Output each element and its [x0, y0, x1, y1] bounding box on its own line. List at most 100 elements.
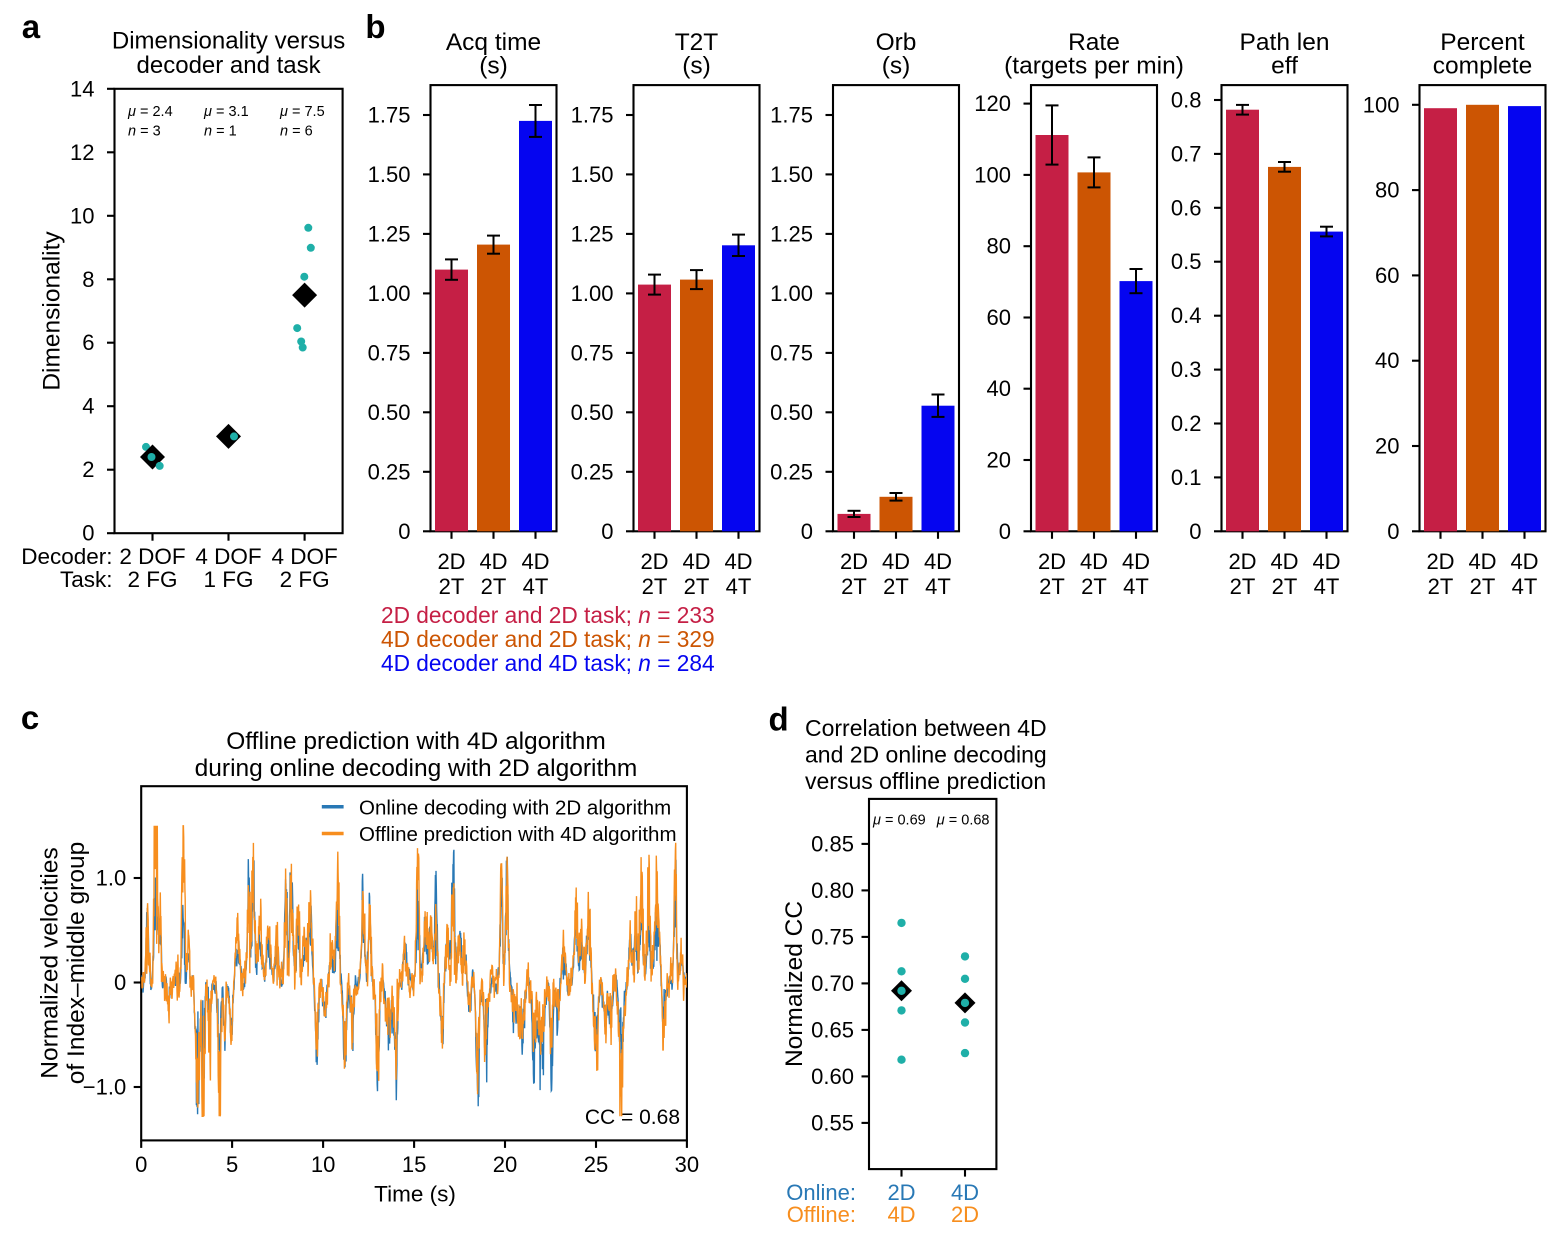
svg-text:n = 1: n = 1	[204, 124, 237, 140]
svg-text:1.0: 1.0	[96, 866, 127, 891]
svg-text:2 DOF: 2 DOF	[119, 544, 185, 569]
svg-text:0.25: 0.25	[770, 459, 813, 484]
svg-text:1.75: 1.75	[571, 103, 614, 128]
svg-text:Normalized velocities: Normalized velocities	[37, 847, 64, 1078]
svg-text:4D: 4D	[1510, 549, 1538, 574]
svg-text:4 DOF: 4 DOF	[271, 544, 337, 569]
svg-text:2T: 2T	[684, 574, 710, 599]
svg-text:0.75: 0.75	[368, 340, 411, 365]
svg-text:of Index–middle group: of Index–middle group	[63, 842, 90, 1084]
svg-text:μ = 3.1: μ = 3.1	[203, 104, 249, 120]
svg-text:10: 10	[70, 203, 94, 228]
svg-text:0.25: 0.25	[571, 459, 614, 484]
svg-text:2 FG: 2 FG	[127, 567, 177, 592]
svg-text:14: 14	[70, 76, 94, 101]
svg-text:2T: 2T	[642, 574, 668, 599]
svg-text:4D: 4D	[882, 549, 910, 574]
svg-text:μ = 0.69: μ = 0.69	[872, 813, 926, 829]
svg-text:2T: 2T	[1039, 574, 1065, 599]
svg-text:5: 5	[226, 1152, 238, 1177]
svg-text:0: 0	[135, 1152, 147, 1177]
svg-text:1.25: 1.25	[770, 221, 813, 246]
svg-text:2D: 2D	[1038, 549, 1066, 574]
svg-text:0.8: 0.8	[1171, 88, 1202, 113]
svg-text:Normalized CC: Normalized CC	[781, 901, 808, 1067]
svg-text:Dimensionality: Dimensionality	[39, 231, 66, 391]
svg-text:Online decoding with 2D algori: Online decoding with 2D algorithm	[359, 797, 671, 820]
svg-text:1.25: 1.25	[571, 221, 614, 246]
svg-text:4T: 4T	[1512, 574, 1538, 599]
svg-text:μ = 0.68: μ = 0.68	[936, 813, 990, 829]
svg-text:eff: eff	[1271, 53, 1298, 80]
svg-text:(targets per min): (targets per min)	[1004, 53, 1184, 80]
svg-text:8: 8	[82, 267, 94, 292]
svg-text:0.2: 0.2	[1171, 411, 1202, 436]
svg-text:120: 120	[974, 91, 1011, 116]
svg-text:4T: 4T	[925, 574, 951, 599]
svg-text:Offline prediction with 4D alg: Offline prediction with 4D algorithm	[226, 728, 605, 755]
svg-text:0.75: 0.75	[770, 340, 813, 365]
svg-text:0.50: 0.50	[770, 400, 813, 425]
svg-text:0.70: 0.70	[811, 971, 854, 996]
svg-text:4D: 4D	[479, 549, 507, 574]
svg-text:4D: 4D	[951, 1180, 979, 1205]
svg-text:80: 80	[987, 234, 1011, 259]
svg-text:and 2D online decoding: and 2D online decoding	[805, 741, 1047, 767]
svg-text:0.65: 0.65	[811, 1017, 854, 1042]
svg-text:1.00: 1.00	[770, 281, 813, 306]
svg-text:40: 40	[1375, 348, 1399, 373]
svg-text:100: 100	[974, 162, 1011, 187]
svg-text:during online decoding with 2D: during online decoding with 2D algorithm	[195, 755, 638, 782]
svg-text:4D decoder and 4D task; n = 28: 4D decoder and 4D task; n = 284	[381, 650, 715, 676]
svg-text:0.75: 0.75	[571, 340, 614, 365]
svg-text:4D: 4D	[724, 549, 752, 574]
svg-text:1.50: 1.50	[770, 162, 813, 187]
svg-text:0.55: 0.55	[811, 1110, 854, 1135]
svg-text:2D: 2D	[887, 1180, 915, 1205]
svg-text:2: 2	[82, 457, 94, 482]
svg-text:Online:: Online:	[786, 1180, 856, 1205]
svg-text:0.75: 0.75	[811, 924, 854, 949]
svg-text:Path len: Path len	[1240, 29, 1330, 56]
svg-text:0.4: 0.4	[1171, 303, 1202, 328]
svg-text:2T: 2T	[883, 574, 909, 599]
svg-text:2D: 2D	[1426, 549, 1454, 574]
svg-text:μ = 2.4: μ = 2.4	[127, 104, 173, 120]
svg-text:4: 4	[82, 394, 94, 419]
svg-text:15: 15	[402, 1152, 426, 1177]
svg-text:0: 0	[1387, 519, 1399, 544]
svg-text:1.75: 1.75	[770, 103, 813, 128]
svg-text:0: 0	[82, 521, 94, 546]
svg-text:12: 12	[70, 140, 94, 165]
svg-text:2T: 2T	[1470, 574, 1496, 599]
svg-text:n = 3: n = 3	[128, 124, 161, 140]
svg-text:4T: 4T	[726, 574, 752, 599]
svg-text:2D: 2D	[951, 1202, 979, 1227]
svg-text:0: 0	[1189, 519, 1201, 544]
svg-text:2T: 2T	[1428, 574, 1454, 599]
svg-text:0.25: 0.25	[368, 459, 411, 484]
svg-text:−1.0: −1.0	[83, 1075, 126, 1100]
svg-text:1.25: 1.25	[368, 221, 411, 246]
svg-text:0.1: 0.1	[1171, 465, 1202, 490]
svg-text:versus offline prediction: versus offline prediction	[805, 768, 1046, 794]
svg-text:2T: 2T	[841, 574, 867, 599]
svg-text:0.85: 0.85	[811, 831, 854, 856]
svg-text:1.75: 1.75	[368, 103, 411, 128]
svg-text:2D: 2D	[840, 549, 868, 574]
svg-text:Offline:: Offline:	[787, 1202, 856, 1227]
svg-text:1.50: 1.50	[571, 162, 614, 187]
svg-text:4T: 4T	[523, 574, 549, 599]
svg-text:4D: 4D	[924, 549, 952, 574]
svg-text:T2T: T2T	[675, 29, 719, 56]
svg-text:μ = 7.5: μ = 7.5	[279, 104, 325, 120]
svg-text:4D: 4D	[1122, 549, 1150, 574]
svg-text:2T: 2T	[1272, 574, 1298, 599]
svg-text:(s): (s)	[479, 53, 508, 80]
svg-text:4D: 4D	[682, 549, 710, 574]
svg-text:60: 60	[1375, 263, 1399, 288]
svg-text:0: 0	[398, 519, 410, 544]
svg-text:2D: 2D	[1228, 549, 1256, 574]
svg-text:1.00: 1.00	[368, 281, 411, 306]
svg-text:Dimensionality versus: Dimensionality versus	[112, 28, 345, 55]
